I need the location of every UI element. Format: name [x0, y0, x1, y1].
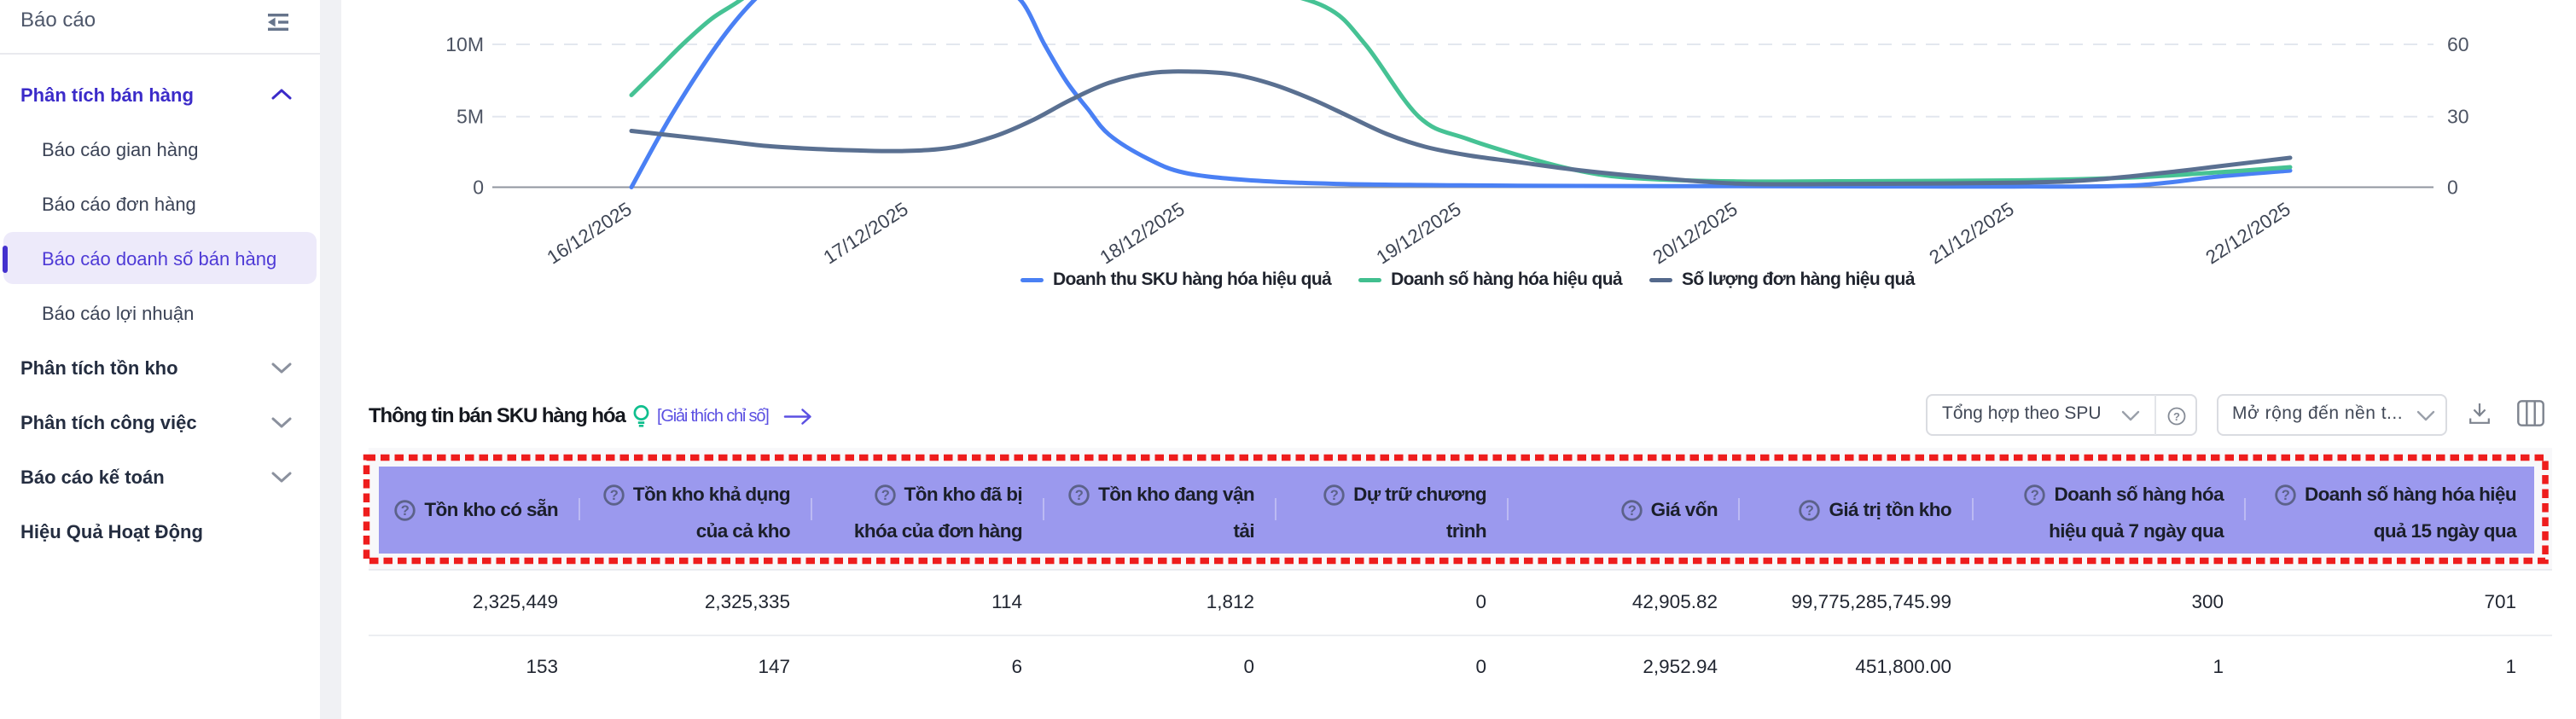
- svg-text:60: 60: [2447, 33, 2469, 55]
- svg-text:16/12/2025: 16/12/2025: [544, 198, 636, 268]
- svg-text:?: ?: [881, 488, 889, 503]
- svg-text:19/12/2025: 19/12/2025: [1373, 198, 1465, 268]
- svg-text:10M: 10M: [445, 33, 484, 55]
- svg-text:?: ?: [2282, 488, 2290, 503]
- svg-text:?: ?: [401, 503, 410, 519]
- svg-text:?: ?: [1075, 488, 1084, 503]
- svg-text:17/12/2025: 17/12/2025: [820, 198, 912, 268]
- svg-text:21/12/2025: 21/12/2025: [1926, 198, 2018, 268]
- svg-text:5M: 5M: [456, 106, 484, 128]
- svg-text:?: ?: [610, 488, 619, 503]
- svg-text:?: ?: [1806, 503, 1814, 519]
- svg-text:20/12/2025: 20/12/2025: [1649, 198, 1742, 268]
- svg-text:?: ?: [1627, 503, 1636, 519]
- svg-text:0: 0: [473, 177, 484, 199]
- svg-text:?: ?: [2173, 410, 2180, 423]
- svg-text:?: ?: [1330, 488, 1339, 503]
- svg-text:0: 0: [2447, 177, 2458, 199]
- svg-text:?: ?: [2031, 488, 2039, 503]
- svg-text:18/12/2025: 18/12/2025: [1096, 198, 1189, 268]
- svg-text:22/12/2025: 22/12/2025: [2202, 198, 2294, 268]
- svg-text:30: 30: [2447, 106, 2469, 128]
